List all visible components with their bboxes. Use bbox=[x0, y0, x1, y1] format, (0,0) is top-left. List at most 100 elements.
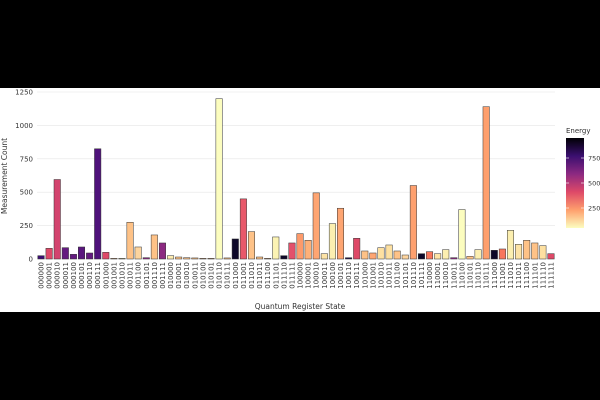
x-tick-label: 010100 bbox=[199, 262, 207, 289]
bar bbox=[434, 253, 442, 260]
x-tick-label: 000011 bbox=[62, 262, 70, 289]
bar bbox=[466, 256, 474, 260]
x-tick-label: 011011 bbox=[256, 262, 264, 289]
x-tick-label: 010111 bbox=[224, 262, 232, 289]
x-tick-label: 001110 bbox=[151, 262, 159, 289]
bar bbox=[515, 244, 523, 260]
bar bbox=[199, 258, 207, 260]
x-tick-label: 011100 bbox=[264, 262, 272, 289]
x-tick-label: 100011 bbox=[321, 262, 329, 289]
bar bbox=[61, 247, 69, 260]
bar bbox=[345, 257, 353, 260]
x-tick-label: 100100 bbox=[329, 262, 337, 289]
x-tick-label: 011010 bbox=[248, 262, 256, 289]
x-tick-label: 111010 bbox=[507, 262, 515, 289]
bar bbox=[256, 256, 264, 260]
x-tick-label: 101010 bbox=[377, 262, 385, 289]
bar bbox=[288, 242, 296, 260]
x-tick-label: 001000 bbox=[102, 262, 110, 289]
colorbar-tick-label: 250 bbox=[588, 205, 600, 213]
x-tick-label: 001011 bbox=[127, 262, 135, 289]
bar bbox=[547, 253, 555, 260]
bar bbox=[183, 257, 191, 260]
bar bbox=[264, 258, 272, 260]
x-tick-label: 111111 bbox=[547, 262, 555, 289]
x-tick-label: 000110 bbox=[86, 262, 94, 289]
x-axis-title: Quantum Register State bbox=[255, 302, 346, 311]
x-tick-label: 010011 bbox=[191, 262, 199, 289]
bar bbox=[442, 249, 450, 260]
bar bbox=[126, 222, 134, 260]
bar bbox=[191, 257, 199, 260]
bar bbox=[320, 253, 328, 260]
bar bbox=[94, 148, 102, 260]
x-tick-label: 100010 bbox=[313, 262, 321, 289]
bar bbox=[401, 254, 409, 260]
x-tick-label: 100111 bbox=[353, 262, 361, 289]
bar bbox=[450, 257, 458, 260]
x-tick-label: 000111 bbox=[94, 262, 102, 289]
bar bbox=[167, 255, 175, 260]
x-tick-label: 101001 bbox=[369, 262, 377, 289]
y-tick-label: 1000 bbox=[15, 122, 33, 130]
x-tick-label: 110010 bbox=[442, 262, 450, 289]
bar bbox=[328, 223, 336, 260]
x-tick-label: 011110 bbox=[280, 262, 288, 289]
x-tick-label: 000001 bbox=[46, 262, 54, 289]
x-tick-label: 101110 bbox=[410, 262, 418, 289]
bar bbox=[158, 242, 166, 260]
x-tick-label: 000101 bbox=[78, 262, 86, 289]
x-tick-label: 111001 bbox=[499, 262, 507, 289]
x-tick-label: 001101 bbox=[143, 262, 151, 289]
bar bbox=[142, 257, 150, 260]
bar bbox=[426, 251, 434, 260]
bar bbox=[175, 256, 183, 260]
x-tick-label: 100110 bbox=[345, 262, 353, 289]
x-tick-label: 111100 bbox=[523, 262, 531, 289]
bar bbox=[539, 245, 547, 260]
bar bbox=[231, 238, 239, 260]
x-tick-label: 110101 bbox=[467, 262, 475, 289]
letterbox-top bbox=[0, 0, 600, 88]
bar bbox=[506, 230, 514, 260]
x-tick-label: 110001 bbox=[434, 262, 442, 289]
x-tick-label: 110111 bbox=[483, 262, 491, 289]
x-tick-label: 101011 bbox=[386, 262, 394, 289]
y-tick-label: 1250 bbox=[15, 89, 33, 97]
x-tick-label: 000010 bbox=[54, 262, 62, 289]
x-tick-label: 101100 bbox=[394, 262, 402, 289]
bar bbox=[490, 250, 498, 260]
colorbar bbox=[566, 138, 584, 228]
bar bbox=[215, 98, 223, 260]
x-tick-label: 011000 bbox=[232, 262, 240, 289]
colorbar-title: Energy bbox=[566, 127, 591, 135]
bar bbox=[280, 255, 288, 260]
x-tick-label: 101000 bbox=[361, 262, 369, 289]
x-tick-label: 110110 bbox=[475, 262, 483, 289]
y-tick-label: 250 bbox=[20, 222, 33, 230]
x-tick-label: 000100 bbox=[70, 262, 78, 289]
bar bbox=[37, 255, 45, 260]
bar bbox=[69, 254, 77, 260]
x-tick-label: 010000 bbox=[167, 262, 175, 289]
x-tick-label: 010010 bbox=[183, 262, 191, 289]
x-tick-label: 111011 bbox=[515, 262, 523, 289]
bar bbox=[296, 233, 304, 260]
x-tick-label: 100001 bbox=[305, 262, 313, 289]
x-tick-label: 101111 bbox=[418, 262, 426, 289]
x-tick-label: 111101 bbox=[531, 262, 539, 289]
bar bbox=[118, 258, 126, 260]
bar bbox=[102, 252, 110, 260]
x-tick-label: 111110 bbox=[539, 262, 547, 289]
bar bbox=[393, 250, 401, 260]
bar bbox=[45, 248, 53, 260]
x-tick-label: 110011 bbox=[450, 262, 458, 289]
colorbar-tick-label: 500 bbox=[588, 180, 600, 188]
y-tick-label: 0 bbox=[29, 256, 33, 264]
bar bbox=[523, 240, 531, 260]
bar bbox=[482, 106, 490, 260]
x-tick-label: 110100 bbox=[458, 262, 466, 289]
colorbar-tick-label: 750 bbox=[588, 155, 600, 163]
bar bbox=[110, 258, 118, 260]
x-tick-label: 001010 bbox=[118, 262, 126, 289]
